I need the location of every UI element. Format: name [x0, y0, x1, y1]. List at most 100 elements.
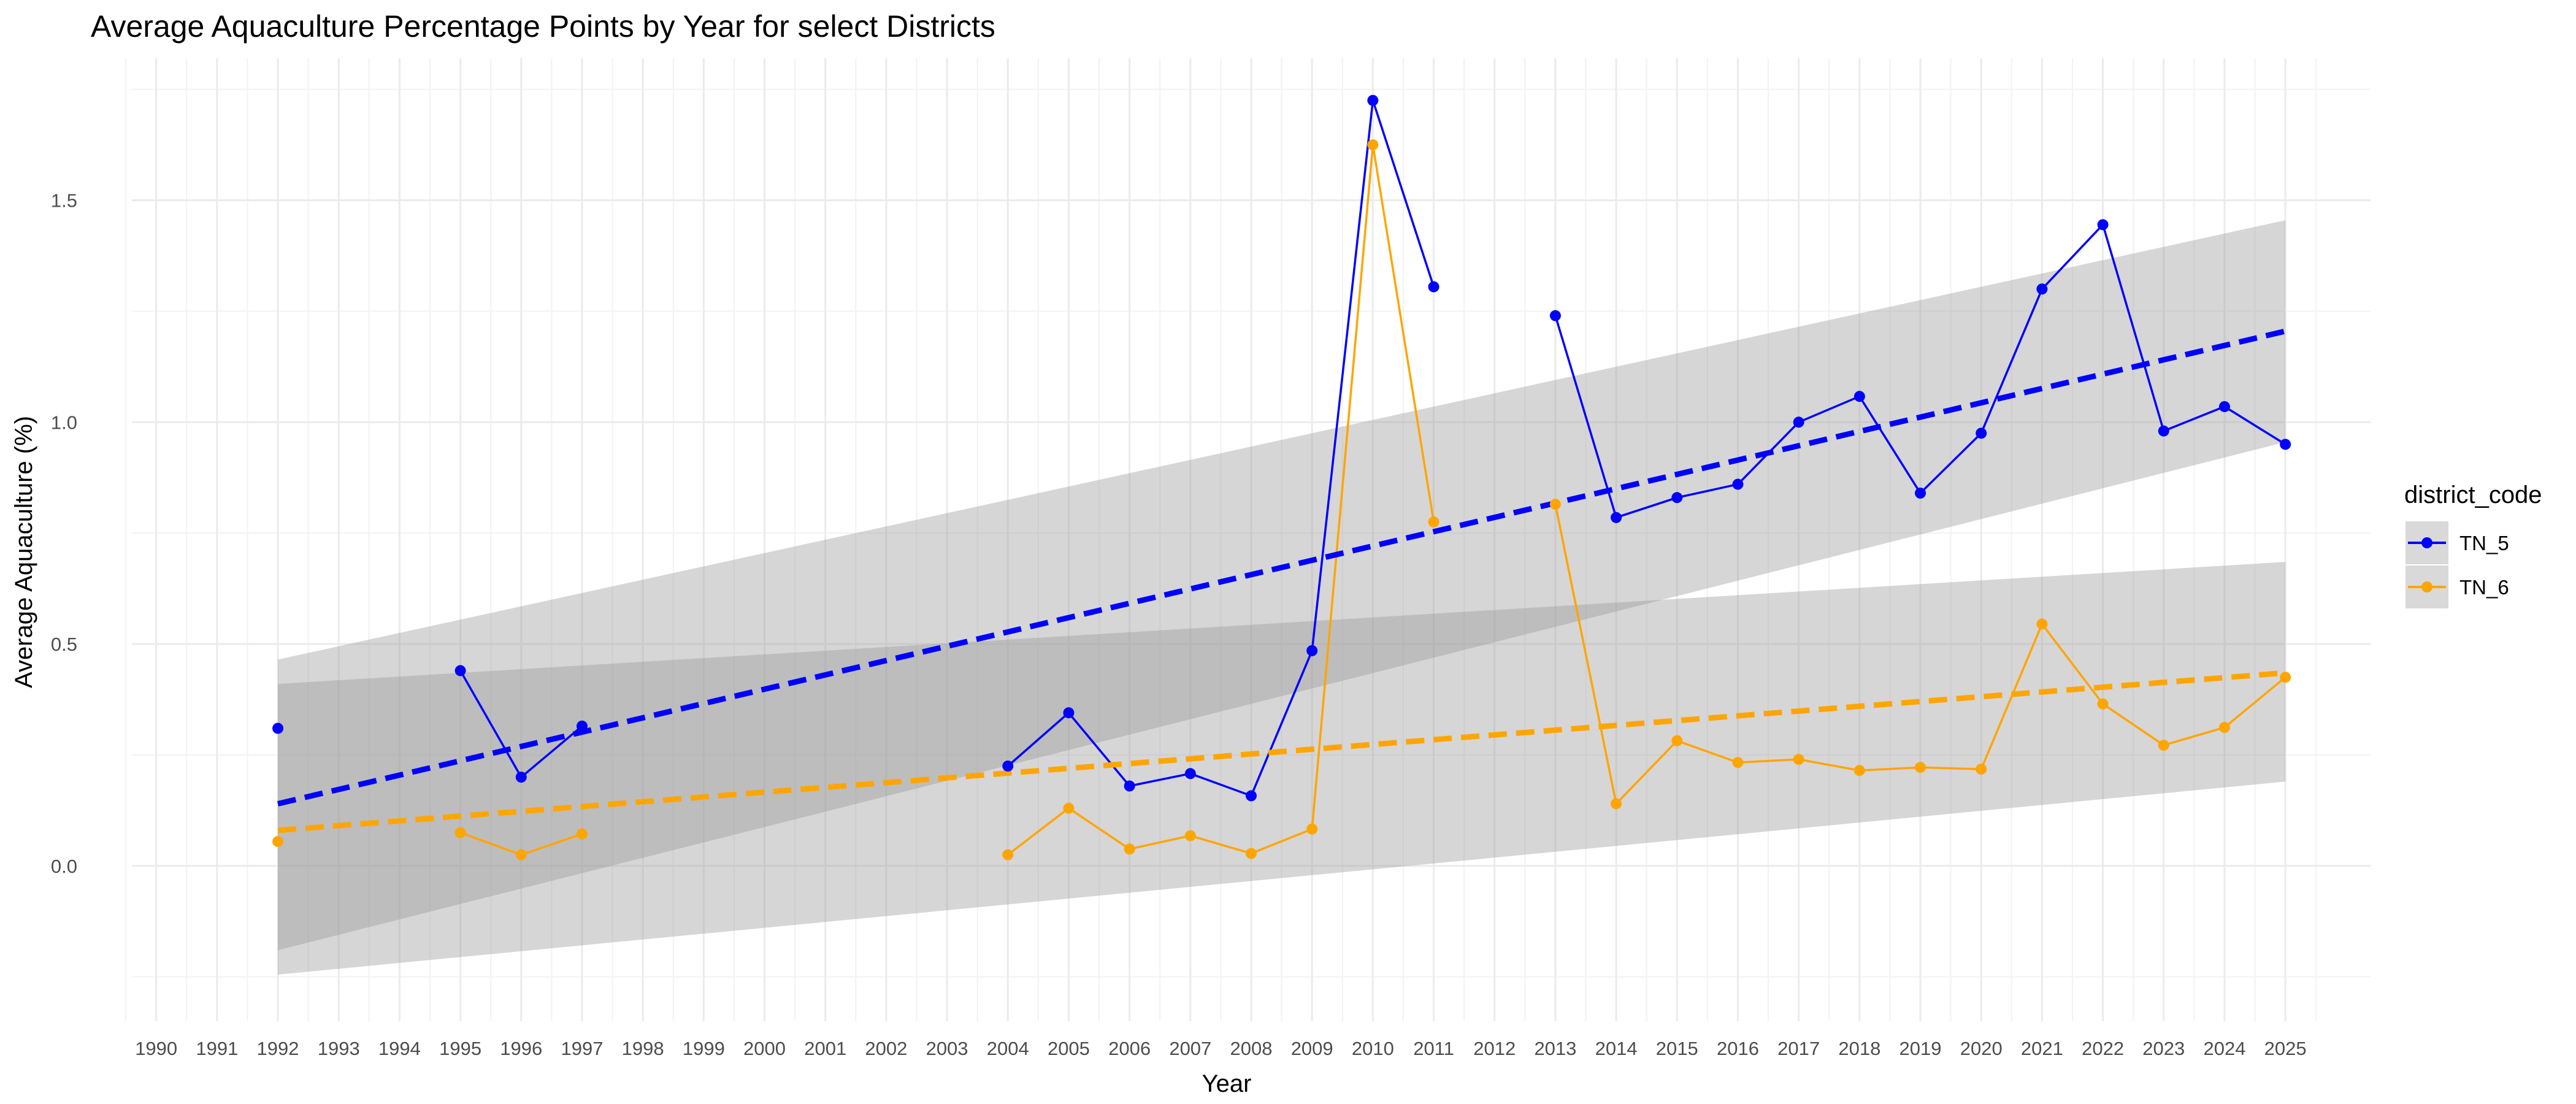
- data-point-TN_5: [1915, 488, 1926, 499]
- data-point-TN_5: [272, 723, 284, 734]
- data-point-TN_6: [1853, 765, 1865, 776]
- x-tick-label: 2007: [1169, 1038, 1211, 1059]
- x-tick-label: 1994: [378, 1038, 421, 1059]
- x-tick-label: 2020: [1960, 1038, 2003, 1059]
- x-tick-label: 1993: [318, 1038, 360, 1059]
- x-tick-label: 1996: [500, 1038, 542, 1059]
- data-point-TN_6: [1063, 802, 1075, 814]
- data-point-TN_6: [1428, 516, 1439, 528]
- data-point-TN_6: [1549, 499, 1561, 510]
- x-tick-label: 2008: [1230, 1038, 1273, 1059]
- data-point-TN_5: [1732, 478, 1744, 490]
- data-point-TN_6: [2036, 618, 2048, 630]
- data-point-TN_6: [1793, 754, 1804, 765]
- data-point-TN_5: [2218, 401, 2230, 412]
- data-point-TN_5: [1063, 707, 1075, 719]
- data-point-TN_5: [2158, 425, 2169, 437]
- series-line-TN_6: [1007, 144, 1435, 856]
- tick-label-layer: 1990 1991 1992 1993 1994 1995 1996 1997 1998 1999…: [51, 190, 2307, 1059]
- x-tick-label: 1995: [439, 1038, 481, 1059]
- confidence-band-TN_5: [278, 220, 2286, 951]
- y-axis-title: Average Aquaculture (%): [10, 416, 37, 688]
- x-tick-label: 1991: [196, 1038, 238, 1059]
- data-point-TN_6: [454, 827, 466, 838]
- data-point-TN_5: [1002, 760, 1014, 772]
- data-point-TN_5: [1611, 512, 1622, 523]
- data-point-TN_6: [1367, 139, 1379, 151]
- data-point-TN_6: [1976, 764, 1987, 775]
- data-point-TN_6: [1671, 735, 1683, 746]
- x-tick-label: 1998: [622, 1038, 664, 1059]
- data-point-TN_6: [1184, 830, 1196, 841]
- data-point-TN_5: [1976, 427, 1987, 439]
- x-tick-label: 2019: [1899, 1038, 1942, 1059]
- data-point-TN_6: [272, 835, 284, 847]
- y-tick-label: 1.0: [51, 412, 77, 433]
- x-tick-label: 2010: [1352, 1038, 1394, 1059]
- x-tick-label: 2001: [804, 1038, 846, 1059]
- x-tick-label: 2016: [1717, 1038, 1759, 1059]
- series-point-layer: [272, 94, 2291, 861]
- data-point-TN_6: [576, 828, 588, 840]
- data-point-TN_6: [2218, 722, 2230, 734]
- x-tick-label: 2015: [1656, 1038, 1698, 1059]
- grid-layer: [125, 58, 2371, 1021]
- x-tick-label: 2024: [2203, 1038, 2245, 1059]
- x-tick-label: 2005: [1048, 1038, 1090, 1059]
- confidence-band-layer: [278, 220, 2286, 975]
- legend-items: TN_5 TN_6: [2405, 521, 2509, 608]
- data-point-TN_5: [1367, 94, 1379, 106]
- data-point-TN_6: [1306, 823, 1318, 835]
- x-tick-label: 2003: [926, 1038, 968, 1059]
- data-point-TN_6: [2097, 698, 2109, 710]
- data-point-TN_5: [454, 665, 466, 677]
- series-line-TN_5: [1007, 99, 1435, 797]
- legend-title: district_code: [2404, 481, 2542, 508]
- data-point-TN_5: [2097, 219, 2109, 231]
- data-point-TN_6: [1611, 798, 1622, 810]
- y-tick-label: 0.0: [51, 856, 77, 877]
- y-tick-label: 1.5: [51, 190, 77, 212]
- x-tick-label: 2002: [865, 1038, 907, 1059]
- x-tick-label: 2011: [1413, 1038, 1454, 1059]
- x-tick-label: 1999: [683, 1038, 725, 1059]
- data-point-TN_6: [1246, 848, 1257, 859]
- trend-line-TN_5: [277, 328, 2287, 807]
- data-point-TN_5: [1793, 416, 1804, 428]
- x-tick-label: 2006: [1108, 1038, 1151, 1059]
- x-tick-label: 2012: [1473, 1038, 1516, 1059]
- x-tick-label: 2013: [1534, 1038, 1576, 1059]
- legend-point-TN_6: [2421, 581, 2432, 592]
- x-tick-label: 1990: [135, 1038, 177, 1059]
- x-tick-label: 2000: [743, 1038, 786, 1059]
- data-point-TN_5: [2036, 283, 2048, 295]
- x-tick-label: 2023: [2142, 1038, 2185, 1059]
- legend-label-TN_6: TN_6: [2459, 576, 2509, 599]
- data-point-TN_6: [2158, 739, 2169, 751]
- data-point-TN_6: [515, 849, 527, 861]
- data-point-TN_6: [1915, 762, 1926, 773]
- confidence-band-TN_6: [278, 562, 2286, 975]
- x-tick-label: 2009: [1291, 1038, 1333, 1059]
- data-point-TN_5: [2280, 439, 2291, 450]
- data-point-TN_6: [1002, 849, 1014, 861]
- data-point-TN_5: [515, 772, 527, 783]
- data-point-TN_5: [576, 720, 588, 732]
- x-tick-label: 2017: [1777, 1038, 1820, 1059]
- legend-label-TN_5: TN_5: [2459, 532, 2509, 554]
- data-point-TN_5: [1184, 768, 1196, 780]
- data-point-TN_5: [1124, 780, 1135, 792]
- data-point-TN_6: [1124, 843, 1135, 855]
- x-tick-label: 2021: [2021, 1038, 2063, 1059]
- x-tick-label: 2022: [2082, 1038, 2124, 1059]
- x-tick-label: 1997: [561, 1038, 603, 1059]
- data-point-TN_5: [1246, 790, 1257, 802]
- data-point-TN_6: [1732, 757, 1744, 769]
- data-point-TN_5: [1306, 645, 1318, 656]
- y-tick-label: 0.5: [51, 634, 77, 655]
- x-tick-label: 2004: [987, 1038, 1029, 1059]
- chart-title: Average Aquaculture Percentage Points by…: [91, 9, 995, 44]
